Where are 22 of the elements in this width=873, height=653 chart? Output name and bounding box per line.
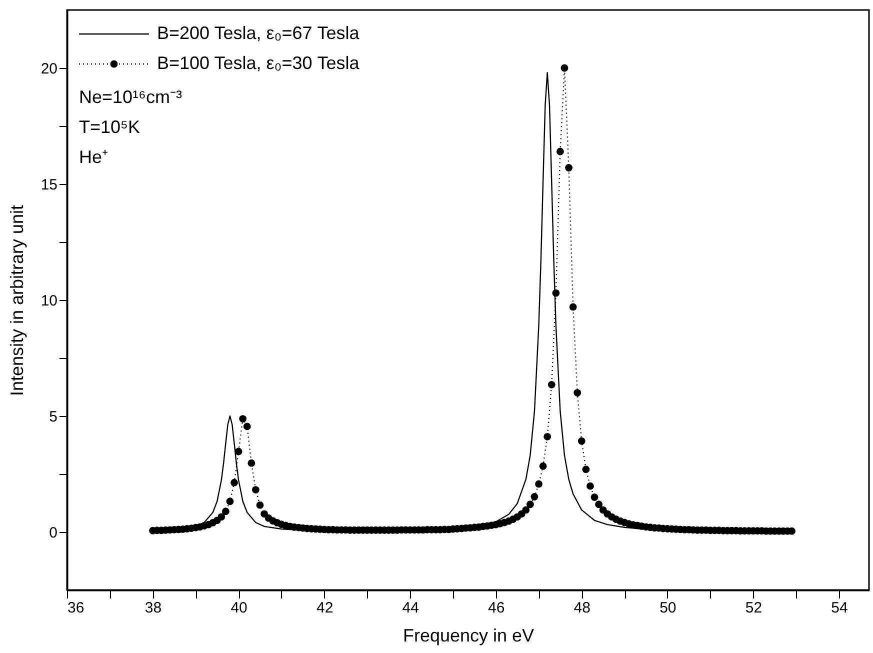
- x-tick-label: 40: [230, 600, 248, 616]
- x-tick-label: 50: [660, 600, 676, 616]
- y-tick-label: 0: [49, 524, 58, 542]
- x-axis-title: Frequency in eV: [402, 626, 534, 646]
- y-tick-label: 5: [49, 408, 58, 426]
- y-tick-label: 20: [40, 60, 58, 78]
- legend-label: B=100 Tesla, ε₀=30 Tesla: [157, 53, 360, 73]
- x-tick-label: 52: [745, 600, 762, 616]
- x-tick-label: 46: [488, 600, 505, 616]
- x-tick-label: 36: [68, 600, 84, 616]
- annotation: Ne=10¹⁶cm⁻³: [79, 87, 182, 107]
- annotation: He⁺: [79, 147, 108, 167]
- x-tick-label: 48: [574, 600, 590, 616]
- x-tick-label: 38: [144, 600, 162, 616]
- x-tick-label: 42: [316, 600, 334, 616]
- annotation: T=10⁵K: [79, 117, 140, 137]
- y-tick-label: 10: [40, 292, 58, 310]
- x-tick-label: 54: [831, 600, 848, 616]
- y-axis-title: Intensity in arbitrary unit: [6, 204, 27, 396]
- y-tick-label: 15: [40, 176, 58, 194]
- legend-label: B=200 Tesla, ε₀=67 Tesla: [157, 23, 360, 43]
- x-tick-label: 44: [402, 600, 419, 616]
